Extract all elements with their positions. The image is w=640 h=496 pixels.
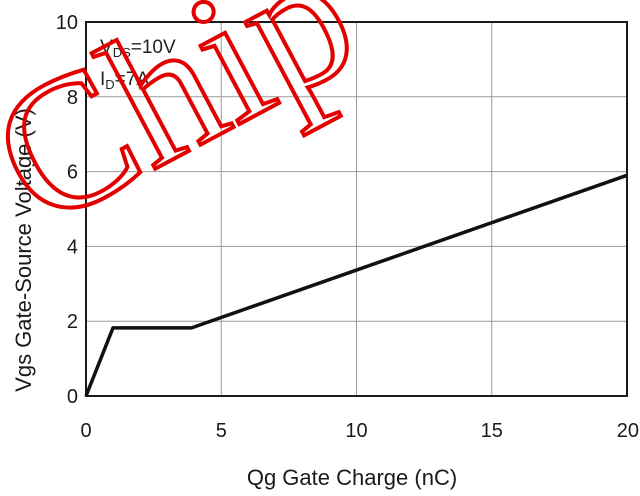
vgs-curve xyxy=(84,173,628,397)
watermark-text: Chip xyxy=(0,0,386,267)
y-tick-label-1: 2 xyxy=(67,311,78,333)
plot-frame xyxy=(85,21,628,397)
y-tick-label-3: 6 xyxy=(67,162,78,184)
x-tick-label-3: 15 xyxy=(481,420,503,442)
grid-lines xyxy=(86,22,627,396)
annotation-vds: VDS=10V xyxy=(100,37,176,60)
x-tick-label-1: 5 xyxy=(216,420,227,442)
y-axis-title: Vgs Gate-Source Voltage (V) xyxy=(11,108,36,392)
y-tick-label-5: 10 xyxy=(56,12,78,34)
annotation-id: ID=7A xyxy=(100,69,149,92)
x-tick-label-0: 0 xyxy=(80,420,91,442)
x-tick-label-2: 10 xyxy=(345,420,367,442)
x-axis-title: Qg Gate Charge (nC) xyxy=(247,465,457,490)
y-tick-label-2: 4 xyxy=(67,236,78,258)
y-tick-label-0: 0 xyxy=(67,386,78,408)
x-tick-labels: 0 5 10 15 20 xyxy=(80,420,639,442)
y-tick-label-4: 8 xyxy=(67,87,78,109)
x-tick-label-4: 20 xyxy=(617,420,639,442)
y-tick-labels: 0 2 4 6 8 10 xyxy=(56,12,78,408)
